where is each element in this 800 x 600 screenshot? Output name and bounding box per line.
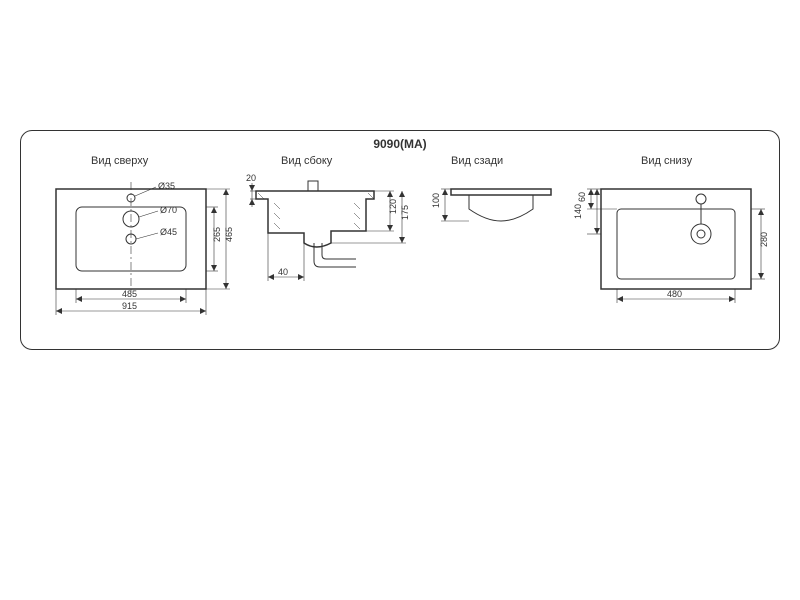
svg-text:485: 485 — [122, 289, 137, 299]
side-view: 20 40 120 175 — [246, 173, 426, 328]
svg-text:120: 120 — [388, 199, 398, 214]
svg-text:Ø35: Ø35 — [158, 181, 175, 191]
svg-text:280: 280 — [759, 232, 769, 247]
top-view: Ø35 Ø70 Ø45 265 465 485 — [46, 179, 236, 344]
product-code: 9090(MA) — [373, 137, 426, 151]
svg-text:60: 60 — [577, 192, 587, 202]
svg-text:480: 480 — [667, 289, 682, 299]
rear-view: 100 — [431, 179, 571, 264]
label-bottom-view: Вид снизу — [641, 155, 692, 167]
svg-text:20: 20 — [246, 173, 256, 183]
svg-text:465: 465 — [224, 227, 234, 242]
label-side-view: Вид сбоку — [281, 155, 332, 167]
svg-text:265: 265 — [212, 227, 222, 242]
svg-text:140: 140 — [573, 204, 583, 219]
label-rear-view: Вид сзади — [451, 155, 503, 167]
label-top-view: Вид сверху — [91, 155, 148, 167]
bottom-view: 60 140 140 280 480 — [581, 179, 781, 344]
svg-text:40: 40 — [278, 267, 288, 277]
svg-text:Ø70: Ø70 — [160, 205, 177, 215]
svg-text:100: 100 — [431, 193, 441, 208]
svg-text:915: 915 — [122, 301, 137, 311]
svg-text:Ø45: Ø45 — [160, 227, 177, 237]
svg-text:175: 175 — [400, 205, 410, 220]
drawing-frame: 9090(MA) Вид сверху Вид сбоку Вид сзади … — [20, 130, 780, 350]
